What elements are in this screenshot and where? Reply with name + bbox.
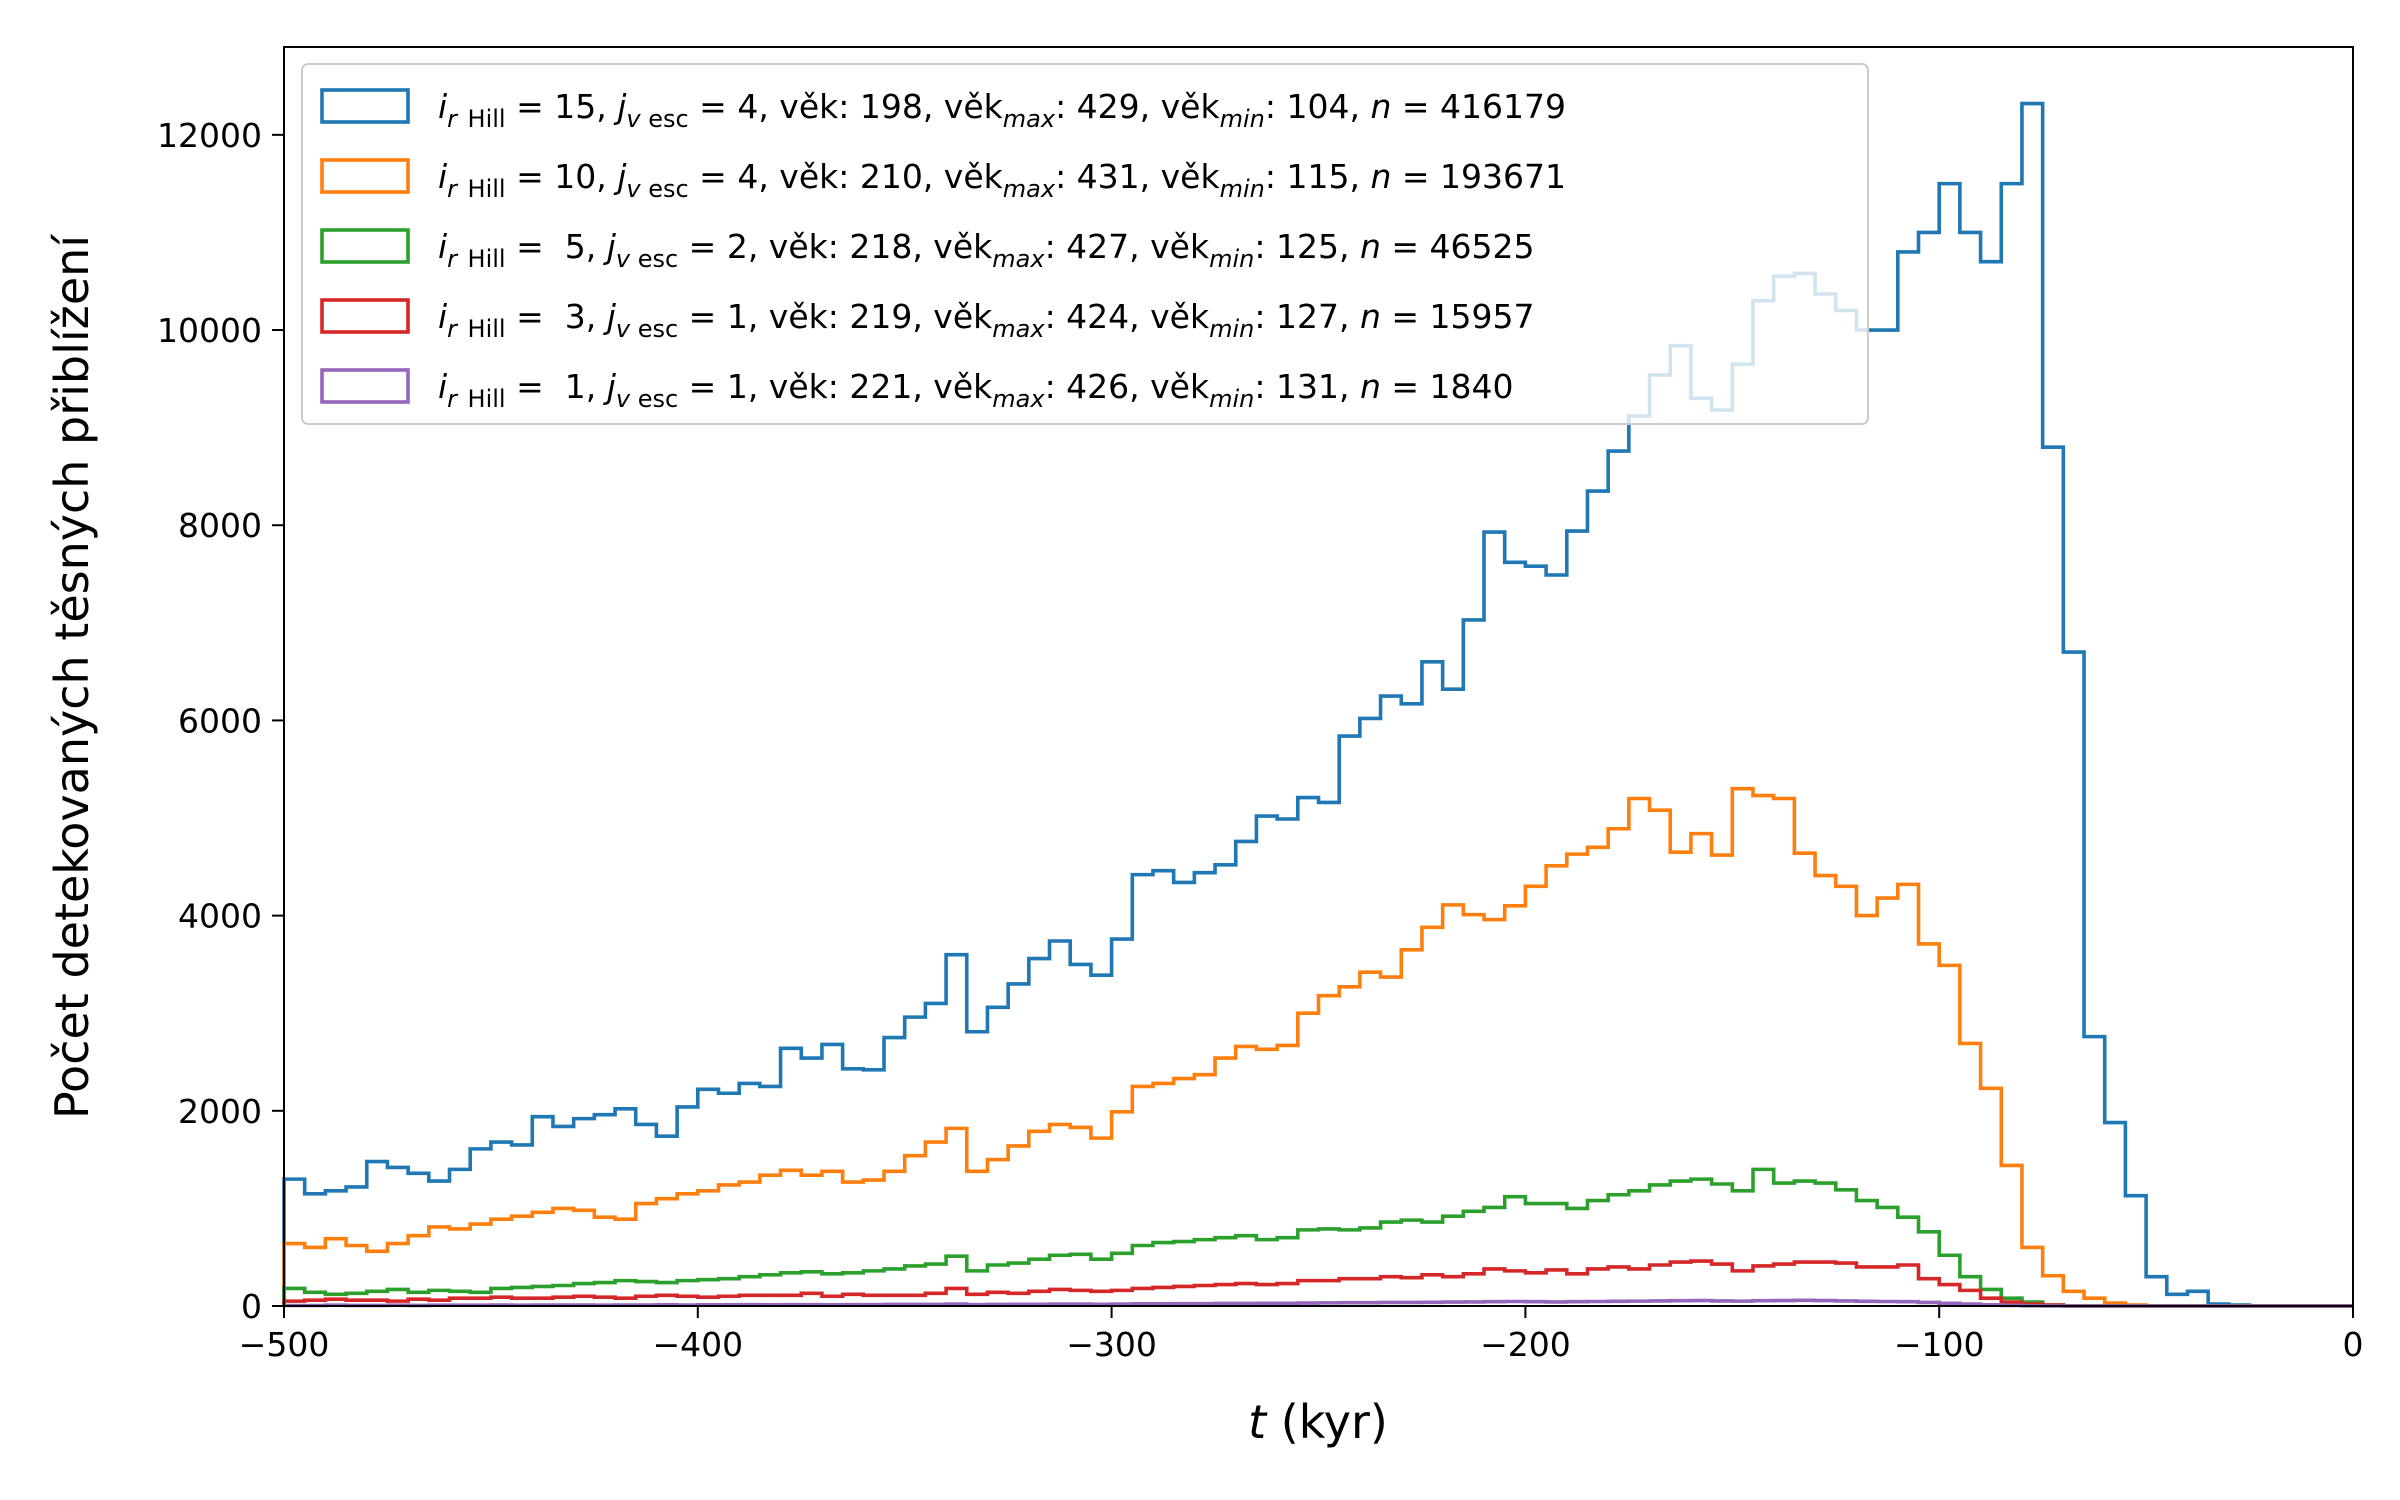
y-axis-label: Počet detekovaných těsných přiblížení [45, 234, 99, 1119]
y-tick-label: 6000 [178, 701, 262, 740]
legend-entry-3: ir Hill = 3, jv esc = 1, věk: 219, věkma… [438, 297, 1534, 343]
legend-swatch [320, 298, 410, 334]
legend-entry-1: ir Hill = 10, jv esc = 4, věk: 210, věkm… [438, 157, 1566, 203]
x-tick-label: −200 [1480, 1325, 1571, 1364]
legend-entry-0: ir Hill = 15, jv esc = 4, věk: 198, věkm… [438, 87, 1566, 133]
y-tick-label: 10000 [157, 311, 262, 350]
series-line-2 [282, 1167, 2353, 1308]
series-line-0 [282, 101, 2353, 1308]
x-axis-label: t (kyr) [1248, 1395, 1388, 1449]
legend-swatch [320, 158, 410, 194]
legend-box [301, 63, 1869, 425]
plot-frame [283, 46, 2354, 1307]
x-tick-label: −400 [652, 1325, 743, 1364]
y-tick-label: 12000 [157, 116, 262, 155]
legend-swatch [320, 368, 410, 404]
x-tick-label: −300 [1066, 1325, 1157, 1364]
y-tick-label: 4000 [178, 897, 262, 936]
y-tick-label: 2000 [178, 1092, 262, 1131]
legend-entry-4: ir Hill = 1, jv esc = 1, věk: 221, věkma… [438, 367, 1513, 413]
legend: ir Hill = 15, jv esc = 4, věk: 198, věkm… [301, 63, 1869, 425]
x-tick-label: −100 [1894, 1325, 1985, 1364]
y-axis-ticks: 0 2000 4000 6000 8000 10000 12000 [157, 116, 284, 1326]
y-tick-label: 0 [241, 1287, 262, 1326]
series-line-3 [282, 1259, 2353, 1308]
x-tick-label: 0 [2343, 1325, 2364, 1364]
legend-entry-2: ir Hill = 5, jv esc = 2, věk: 218, věkma… [438, 227, 1534, 273]
x-axis-ticks: −500 −400 −300 −200 −100 0 [239, 1306, 2364, 1364]
y-tick-label: 8000 [178, 506, 262, 545]
x-tick-label: −500 [239, 1325, 330, 1364]
legend-swatch [320, 88, 410, 124]
series-line-1 [282, 786, 2353, 1308]
legend-swatch [320, 228, 410, 264]
